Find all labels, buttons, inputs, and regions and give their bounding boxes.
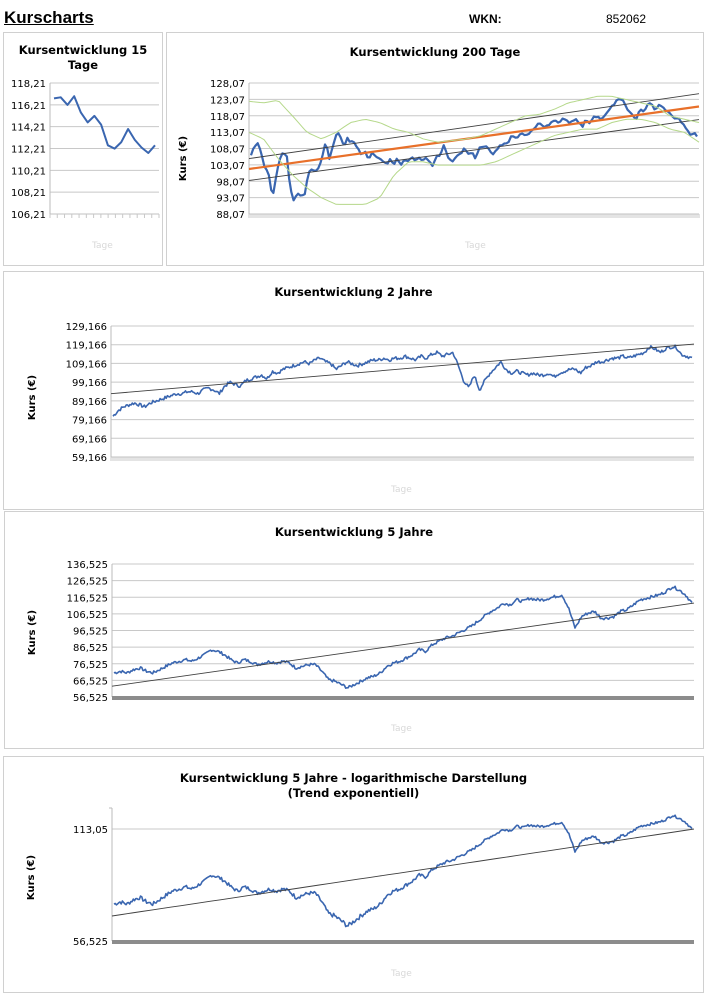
svg-text:69,166: 69,166	[72, 434, 107, 445]
svg-text:112,21: 112,21	[11, 145, 46, 156]
kurs-series	[113, 585, 693, 689]
chart-2-years: Kursentwicklung 2 Jahre 129,166 119,166 10…	[3, 271, 704, 510]
y-axis-label: Kurs (€)	[178, 135, 190, 182]
chart-title-line-2: Tage	[67, 58, 99, 72]
svg-text:126,525: 126,525	[67, 577, 108, 588]
band-lower-series	[248, 118, 700, 205]
svg-text:96,525: 96,525	[73, 627, 108, 638]
svg-text:98,07: 98,07	[216, 177, 245, 188]
x-axis-label: Tage	[465, 241, 486, 251]
svg-text:119,166: 119,166	[66, 341, 107, 352]
chart-title-line-1: Kursentwicklung 5 Jahre - logarithmische…	[179, 771, 528, 785]
wkn-value: 852062	[606, 12, 647, 26]
svg-text:88,07: 88,07	[216, 210, 245, 221]
trend-series	[111, 828, 695, 917]
chart-5-years-log: Kursentwicklung 5 Jahre - logarithmische…	[3, 756, 704, 993]
chart-title: Kursentwicklung 15 Tage	[4, 43, 162, 73]
svg-text:106,21: 106,21	[11, 210, 46, 221]
x-axis-label: Tage	[92, 241, 113, 251]
chart-plot: 136,525 126,525 116,525 106,525 96,525 86,525…	[67, 560, 695, 704]
svg-text:123,07: 123,07	[210, 95, 245, 106]
trend-lower-series	[248, 119, 700, 181]
x-axis-label: Tage	[391, 969, 412, 979]
svg-text:113,07: 113,07	[210, 128, 245, 139]
svg-text:59,166: 59,166	[72, 453, 107, 464]
svg-text:56,525: 56,525	[73, 693, 108, 704]
svg-text:128,07: 128,07	[210, 79, 245, 90]
trend-series	[111, 602, 695, 687]
svg-text:118,07: 118,07	[210, 112, 245, 123]
chart-title: Kursentwicklung 5 Jahre	[274, 525, 434, 539]
chart-5-years: Kursentwicklung 5 Jahre 136,525 126,525 11…	[4, 511, 704, 749]
chart-title: Kursentwicklung 200 Tage	[349, 45, 521, 59]
svg-text:66,525: 66,525	[73, 676, 108, 687]
svg-text:114,21: 114,21	[11, 123, 46, 134]
svg-text:129,166: 129,166	[66, 322, 107, 333]
kurs-series	[113, 814, 693, 928]
svg-text:110,21: 110,21	[11, 166, 46, 177]
chart-plot: 129,166 119,166 109,166 99,166 89,166 79,166 6…	[66, 322, 695, 464]
x-axis-label: Tage	[391, 724, 412, 734]
svg-text:103,07: 103,07	[210, 161, 245, 172]
svg-text:108,07: 108,07	[210, 145, 245, 156]
wkn-label: WKN:	[469, 12, 502, 26]
y-axis-label: Kurs (€)	[26, 854, 38, 901]
svg-text:113,05: 113,05	[73, 825, 108, 836]
chart-title: Kursentwicklung 2 Jahre	[274, 285, 433, 299]
chart-title: Kursentwicklung 5 Jahre - logarithmische…	[4, 771, 703, 801]
y-axis-label: Kurs (€)	[27, 374, 39, 421]
page-title: Kurscharts	[4, 8, 94, 27]
svg-text:108,21: 108,21	[11, 188, 46, 199]
svg-text:116,525: 116,525	[67, 593, 108, 604]
svg-text:109,166: 109,166	[66, 359, 107, 370]
svg-text:116,21: 116,21	[11, 101, 46, 112]
trend-series	[110, 343, 695, 395]
svg-text:118,21: 118,21	[11, 79, 46, 90]
svg-text:89,166: 89,166	[72, 397, 107, 408]
kurs-series	[112, 344, 693, 417]
svg-text:76,525: 76,525	[73, 660, 108, 671]
svg-text:106,525: 106,525	[67, 610, 108, 621]
chart-plot: 128,07 123,07 118,07 113,07 108,07 103,07 98,0…	[210, 79, 700, 221]
svg-text:93,07: 93,07	[216, 194, 245, 205]
chart-15-days: Kursentwicklung 15 Tage 118,21 116,21 114,…	[3, 32, 163, 266]
chart-subtitle: (Trend exponentiell)	[287, 786, 420, 800]
kurs-series	[53, 95, 156, 154]
chart-plot: 118,21 116,21 114,21 112,21 110,21 108,21 106,…	[11, 79, 160, 221]
chart-200-days: Kursentwicklung 200 Tage 128,07 123,07 118…	[166, 32, 704, 266]
band-upper-series	[248, 95, 700, 143]
chart-plot: 113,05 56,525	[73, 807, 695, 948]
svg-text:79,166: 79,166	[72, 416, 107, 427]
chart-title-line-1: Kursentwicklung 15	[18, 43, 148, 57]
svg-text:86,525: 86,525	[73, 643, 108, 654]
svg-text:136,525: 136,525	[67, 560, 108, 571]
svg-text:99,166: 99,166	[72, 378, 107, 389]
kurs-series	[249, 98, 698, 202]
trend-upper-series	[248, 93, 700, 160]
y-axis-label: Kurs (€)	[27, 609, 39, 656]
x-axis-label: Tage	[391, 485, 412, 495]
svg-text:56,525: 56,525	[73, 937, 108, 948]
